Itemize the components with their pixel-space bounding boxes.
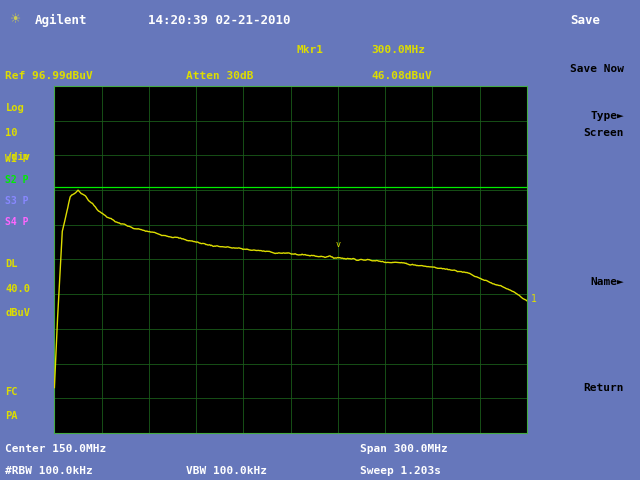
Text: dBuV: dBuV	[6, 308, 31, 318]
Text: Ref 96.99dBuV: Ref 96.99dBuV	[5, 71, 93, 81]
Text: ☀: ☀	[10, 13, 20, 27]
Text: 1: 1	[531, 294, 536, 304]
Text: VBW 100.0kHz: VBW 100.0kHz	[186, 467, 266, 476]
Text: Sweep 1.203s: Sweep 1.203s	[360, 467, 442, 476]
Text: Return: Return	[584, 384, 624, 393]
Text: 40.0: 40.0	[6, 284, 31, 294]
Text: 10: 10	[6, 128, 18, 138]
Text: Agilent: Agilent	[35, 13, 87, 27]
Text: S4 P: S4 P	[6, 216, 29, 227]
Text: S2 P: S2 P	[6, 175, 29, 185]
Text: /div: /div	[6, 152, 31, 162]
Text: Log: Log	[6, 103, 24, 113]
Text: 46.08dBuV: 46.08dBuV	[371, 71, 432, 81]
Text: PA: PA	[6, 411, 18, 421]
Text: W1 P: W1 P	[6, 154, 29, 164]
Text: S3 P: S3 P	[6, 196, 29, 206]
Text: Name►: Name►	[590, 277, 624, 287]
Text: Save: Save	[570, 13, 600, 27]
Text: 14:20:39 02-21-2010: 14:20:39 02-21-2010	[148, 13, 291, 27]
Text: Type►: Type►	[590, 111, 624, 121]
Text: Save Now: Save Now	[570, 64, 624, 73]
Text: Center 150.0MHz: Center 150.0MHz	[5, 444, 106, 454]
Text: Mkr1: Mkr1	[297, 45, 324, 55]
Text: v: v	[335, 240, 340, 249]
Text: Atten 30dB: Atten 30dB	[186, 71, 253, 81]
Text: 300.0MHz: 300.0MHz	[371, 45, 425, 55]
Text: Span 300.0MHz: Span 300.0MHz	[360, 444, 448, 454]
Text: FC: FC	[6, 387, 18, 397]
Text: #RBW 100.0kHz: #RBW 100.0kHz	[5, 467, 93, 476]
Text: DL: DL	[6, 259, 18, 269]
Text: Screen: Screen	[584, 128, 624, 138]
